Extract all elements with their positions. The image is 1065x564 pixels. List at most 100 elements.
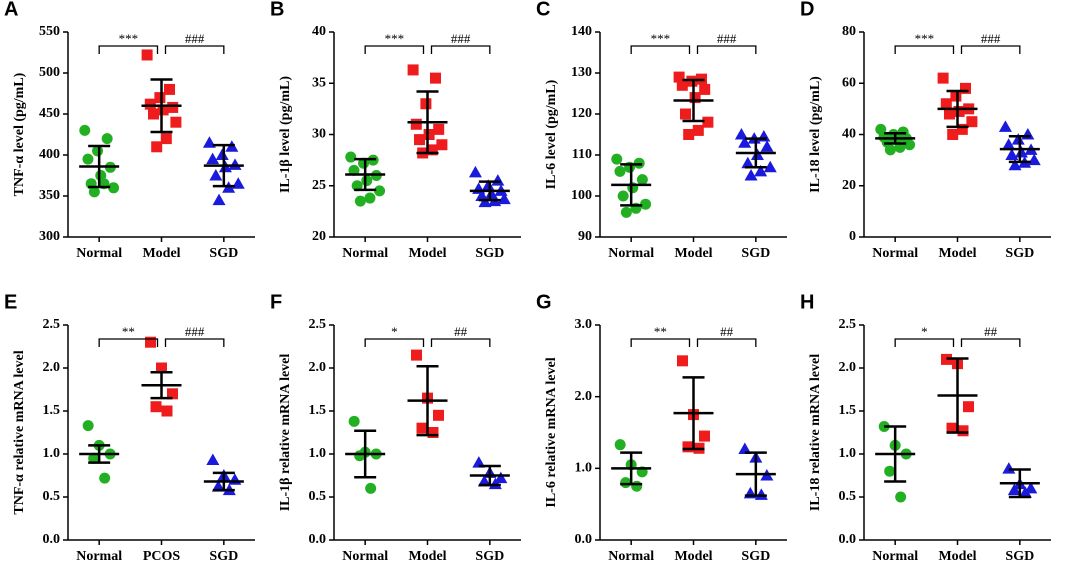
point	[895, 491, 907, 503]
significance-label: ***	[915, 31, 935, 46]
point	[640, 198, 652, 210]
point	[167, 101, 179, 113]
significance-bracket	[364, 45, 425, 54]
point	[215, 148, 229, 160]
point	[427, 427, 439, 438]
point	[433, 409, 444, 421]
point	[673, 71, 685, 83]
significance-label: ***	[119, 31, 139, 46]
point	[410, 118, 422, 130]
point	[494, 471, 508, 484]
significance-label: ###	[451, 31, 471, 46]
point	[1005, 148, 1019, 160]
point	[202, 136, 216, 148]
panel: H IL-18 relative mRNA level 0.0 0.5 1.0 1.5 2.…	[800, 291, 1051, 564]
point	[231, 177, 245, 189]
point	[211, 480, 225, 492]
point	[160, 133, 172, 145]
significance-label: *	[921, 324, 928, 339]
x-tick-label: SGD	[209, 549, 238, 564]
point	[617, 190, 629, 202]
y-tick-label: 0.0	[839, 532, 857, 547]
y-tick-label: 450	[39, 106, 60, 121]
y-axis-label: TNF-α relative mRNA level	[12, 350, 27, 514]
x-tick-label: SGD	[741, 549, 770, 564]
x-tick-label: PCOS	[143, 549, 181, 564]
x-tick-label: SGD	[209, 246, 238, 261]
x-tick-label: SGD	[741, 246, 770, 261]
point	[141, 49, 153, 61]
point	[228, 473, 242, 485]
y-tick-label: 1.0	[575, 461, 593, 476]
point	[411, 349, 422, 361]
point	[960, 82, 971, 94]
panel-letter: F	[270, 291, 282, 313]
point	[148, 108, 159, 120]
point	[699, 83, 711, 95]
y-tick-label: 2.0	[309, 360, 327, 375]
point	[206, 152, 220, 165]
point	[682, 441, 694, 453]
point	[754, 164, 768, 177]
x-tick-label: Normal	[872, 549, 918, 564]
point	[611, 153, 623, 165]
point	[478, 195, 492, 208]
point	[365, 482, 377, 494]
y-tick-label: 1.5	[43, 403, 61, 418]
point	[491, 174, 505, 186]
panel-letter: A	[4, 0, 18, 20]
point	[354, 450, 366, 462]
point	[614, 165, 626, 177]
significance-bracket	[894, 45, 955, 54]
y-tick-label: 1.5	[839, 403, 857, 418]
point	[156, 362, 167, 374]
point	[164, 83, 175, 95]
point	[904, 139, 916, 151]
y-axis-label: IL-18 relative mRNA level	[808, 354, 823, 511]
point	[760, 140, 774, 152]
point	[738, 136, 752, 148]
point	[472, 456, 486, 468]
point	[620, 206, 632, 218]
x-tick-label: Normal	[608, 246, 654, 261]
y-tick-label: 25	[312, 178, 326, 193]
significance-bracket	[630, 338, 691, 347]
point	[420, 98, 432, 110]
significance-label: **	[122, 324, 135, 339]
y-tick-label: 2.0	[575, 389, 593, 404]
y-tick-label: 20	[842, 178, 856, 193]
point	[436, 139, 448, 151]
point	[614, 439, 626, 451]
point	[950, 90, 962, 102]
significance-label: ##	[984, 324, 998, 339]
x-tick-label: Model	[408, 246, 446, 261]
point	[348, 415, 360, 427]
point	[1002, 462, 1016, 474]
y-tick-label: 2.0	[43, 360, 61, 375]
significance-label: ###	[717, 31, 737, 46]
y-tick-label: 2.5	[43, 317, 61, 332]
point	[423, 129, 435, 140]
y-tick-label: 300	[39, 229, 60, 244]
y-tick-label: 60	[842, 75, 856, 90]
point	[477, 475, 491, 487]
x-tick-label: Normal	[342, 549, 388, 564]
point	[364, 192, 376, 204]
point	[636, 174, 648, 186]
y-axis-label: IL-1β level (pg/mL)	[278, 76, 293, 193]
y-tick-label: 0.5	[839, 489, 857, 504]
y-axis-label: IL-6 level (pg/mL)	[544, 79, 559, 189]
panel: E TNF-α relative mRNA level 0.0 0.5 1.0 1.5 2.…	[4, 291, 255, 564]
panel: D IL-18 level (pg/mL) 0 20 40 60 80 Normal Model…	[800, 0, 1051, 261]
point	[79, 124, 91, 136]
panel-letter: C	[536, 0, 550, 20]
point	[937, 72, 949, 84]
significance-bracket	[960, 45, 1021, 54]
y-tick-label: 0.5	[309, 489, 327, 504]
point	[348, 164, 360, 176]
point	[433, 123, 445, 135]
point	[414, 134, 425, 146]
point	[884, 465, 896, 477]
y-tick-label: 400	[39, 147, 60, 162]
